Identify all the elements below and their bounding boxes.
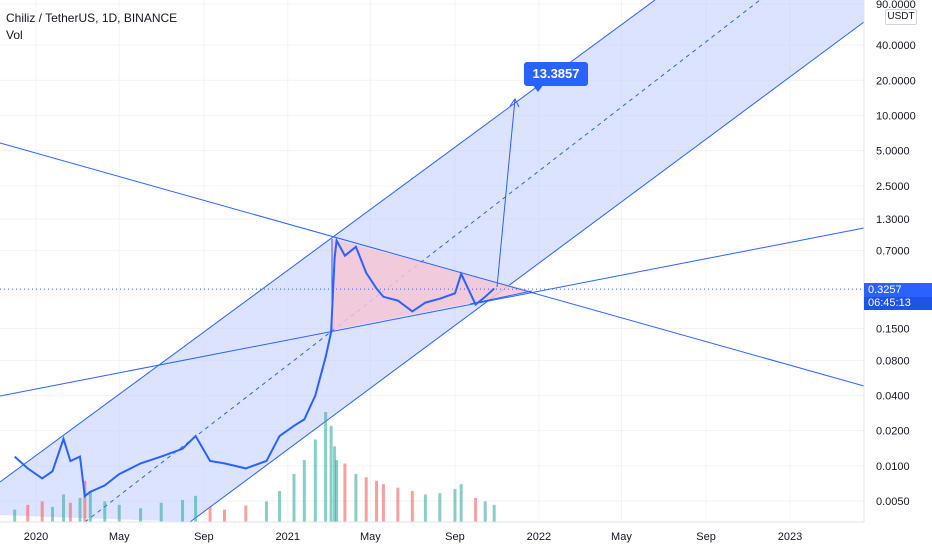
volume-bar <box>292 473 296 522</box>
y-tick-label: 0.1500 <box>876 323 910 335</box>
drawings <box>0 0 865 523</box>
y-tick-label: 90.0000 <box>876 0 916 11</box>
volume-bar <box>40 501 44 522</box>
volume-bar <box>453 489 457 522</box>
volume-bar <box>51 506 55 522</box>
volume-bar <box>181 500 185 522</box>
volume-bar <box>88 491 92 522</box>
volume-bar <box>396 487 400 522</box>
y-tick-label: 20.0000 <box>876 75 916 87</box>
channel-median-line <box>84 0 761 523</box>
resistance-line <box>0 142 865 387</box>
price-line <box>14 237 495 499</box>
volume-bar <box>139 508 143 522</box>
volume-bar <box>244 505 248 522</box>
last-price-tag: 0.3257 <box>864 283 932 297</box>
y-tick-label: 40.0000 <box>876 40 916 52</box>
y-tick-label: 0.7000 <box>876 245 910 257</box>
volume-bar <box>78 497 82 522</box>
volume-bar <box>410 491 414 522</box>
volume-bar <box>324 412 328 522</box>
volume-bar <box>117 504 121 522</box>
volume-bar <box>194 495 198 522</box>
volume-bar <box>208 506 212 522</box>
y-tick-label: 10.0000 <box>876 110 916 122</box>
x-tick-label: May <box>360 531 381 543</box>
x-tick-label: Sep <box>696 531 716 543</box>
volume-bar <box>438 493 442 522</box>
y-tick-label: 5.0000 <box>876 146 910 158</box>
x-axis[interactable]: 2020 May Sep 2021 May Sep 2022 May Sep 2023 <box>24 531 802 543</box>
projection-arrow <box>496 98 516 288</box>
volume-bar <box>333 446 337 522</box>
legend: Chiliz / TetherUS, 1D, BINANCE Vol <box>6 10 177 44</box>
projection-arrow-head <box>509 98 520 108</box>
x-tick-label: 2023 <box>778 531 802 543</box>
volume-bar <box>26 504 30 522</box>
price-series-line <box>14 237 495 499</box>
volume-bar <box>329 425 333 522</box>
volume-bar <box>423 494 427 522</box>
x-tick-label: 2021 <box>276 531 300 543</box>
y-tick-label: 0.0050 <box>876 496 910 508</box>
volume-bar <box>103 501 107 522</box>
volume-bar <box>302 460 306 522</box>
volume-bars <box>13 412 496 522</box>
volume-bar <box>264 501 268 522</box>
volume-bar <box>68 502 72 522</box>
x-tick-label: Sep <box>445 531 465 543</box>
symbol-title[interactable]: Chiliz / TetherUS, 1D, BINANCE <box>6 11 178 25</box>
y-tick-label: 0.0400 <box>876 391 910 403</box>
volume-bar <box>13 509 17 522</box>
x-tick-label: May <box>611 531 632 543</box>
x-tick-label: Sep <box>194 531 214 543</box>
currency-badge[interactable]: USDT <box>885 9 917 25</box>
y-tick-label: 2.5000 <box>876 181 910 193</box>
channel-lower-line <box>189 21 865 523</box>
volume-bar <box>354 473 358 522</box>
volume-bar <box>381 484 385 522</box>
volume-bar <box>474 497 478 522</box>
triangle-fill <box>332 239 532 330</box>
x-tick-label: 2022 <box>527 531 551 543</box>
volume-bar <box>364 477 368 522</box>
volume-indicator-label[interactable]: Vol <box>6 28 23 42</box>
volume-bar <box>313 439 317 522</box>
volume-bar <box>483 501 487 522</box>
volume-bar <box>223 509 226 522</box>
volume-bar <box>278 491 282 522</box>
volume-bar <box>83 480 87 522</box>
channel-fill <box>0 0 864 522</box>
target-callout[interactable]: 13.3857 <box>524 62 588 92</box>
volume-bar <box>62 494 66 522</box>
support-line <box>0 227 865 397</box>
bar-countdown: 06:45:13 <box>864 297 932 310</box>
y-tick-label: 0.0200 <box>876 426 910 438</box>
volume-bar <box>159 502 163 522</box>
volume-bar <box>492 504 496 522</box>
volume-bar <box>459 484 463 522</box>
y-tick-label: 0.0100 <box>876 461 910 473</box>
x-tick-label: May <box>109 531 130 543</box>
y-tick-label: 1.3000 <box>876 214 910 226</box>
y-tick-label: 0.0800 <box>876 355 910 367</box>
y-axis[interactable]: 90.0000 40.0000 20.0000 10.0000 5.0000 2.5000… <box>876 0 916 508</box>
volume-bar <box>375 480 379 522</box>
volume-bar <box>335 460 339 522</box>
x-tick-label: 2020 <box>24 531 48 543</box>
volume-bar <box>343 463 347 522</box>
